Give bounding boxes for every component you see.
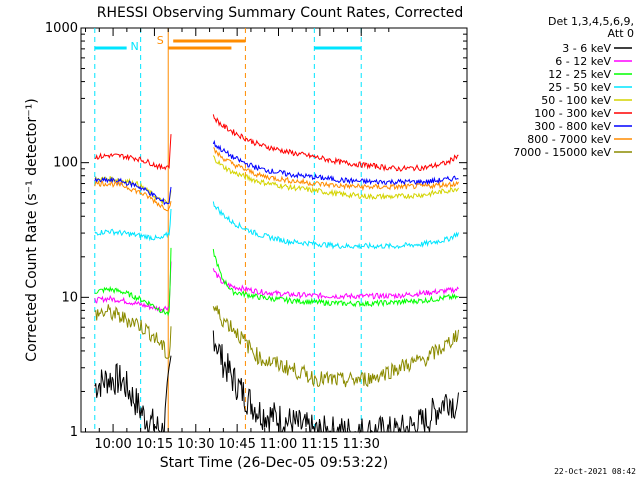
y-tick-label: 100 — [53, 156, 78, 171]
series-300-800-kev — [94, 139, 459, 206]
legend-label: 6 - 12 keV — [555, 55, 611, 68]
x-tick-label: 10:00 — [94, 437, 131, 452]
y-tick-label: 1000 — [45, 21, 78, 36]
series-group — [94, 114, 459, 434]
legend-label: 12 - 25 keV — [548, 68, 611, 81]
series-line — [213, 147, 459, 192]
x-tick-label: 10:15 — [136, 437, 173, 452]
series-12-25-kev — [94, 247, 459, 317]
series-line — [212, 114, 459, 172]
series-line — [212, 268, 459, 300]
x-tick-label: 10:30 — [177, 437, 214, 452]
attenuator-label: Att 0 — [608, 27, 634, 40]
series-line — [212, 155, 459, 201]
legend-label: 50 - 100 keV — [541, 94, 611, 107]
legend-label: 25 - 50 keV — [548, 81, 611, 94]
legend-label: 3 - 6 keV — [562, 42, 611, 55]
chart-title: RHESSI Observing Summary Count Rates, Co… — [97, 5, 463, 21]
series-line — [94, 208, 172, 242]
y-axis: 1 10 100 1000 — [45, 21, 467, 440]
series-line — [94, 134, 172, 171]
series-line — [212, 305, 459, 388]
x-tick-label: 11:00 — [260, 437, 297, 452]
x-tick-label: 11:15 — [301, 437, 338, 452]
series-line — [212, 139, 459, 186]
series-line — [212, 201, 459, 250]
series-line — [94, 180, 172, 212]
series-3-6-kev — [94, 330, 459, 434]
legend-label: 7000 - 15000 keV — [513, 146, 611, 159]
series-6-12-kev — [94, 261, 459, 313]
series-100-300-kev — [94, 114, 459, 172]
y-axis-label: Corrected Count Rate (s⁻¹ detector⁻¹) — [24, 98, 40, 361]
x-axis: 10:00 10:15 10:30 10:45 11:00 11:15 11:30 — [85, 28, 390, 452]
legend-label: 100 - 300 keV — [534, 107, 611, 120]
x-tick-label: 11:30 — [342, 437, 379, 452]
series-800-7000-kev — [94, 147, 459, 212]
marker-label: N — [131, 40, 139, 53]
timestamp: 22-Oct-2021 08:42 — [554, 467, 636, 476]
series-line — [212, 248, 459, 308]
detector-label: Det 1,3,4,5,6,9, — [548, 15, 634, 28]
y-tick-label: 10 — [61, 290, 78, 305]
marker-label: S — [157, 34, 164, 47]
series-line — [94, 304, 172, 359]
series-line — [94, 176, 172, 206]
series-25-50-kev — [94, 201, 459, 250]
y-tick-label: 1 — [70, 425, 78, 440]
x-tick-label: 10:45 — [218, 437, 255, 452]
series-line — [94, 355, 172, 433]
series-line — [212, 330, 459, 434]
series-7000-15000-kev — [94, 304, 459, 388]
series-line — [94, 247, 172, 317]
legend-label: 300 - 800 keV — [534, 120, 611, 133]
plot-frame — [80, 27, 468, 433]
x-axis-label: Start Time (26-Dec-05 09:53:22) — [160, 455, 388, 471]
series-line — [94, 261, 172, 313]
legend-label: 800 - 7000 keV — [527, 133, 611, 146]
